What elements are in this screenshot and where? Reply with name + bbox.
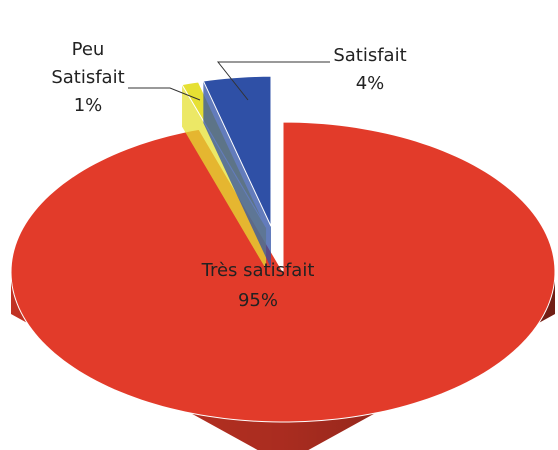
leader-line — [216, 61, 330, 101]
leader-line — [128, 87, 201, 101]
slice-face — [203, 80, 271, 269]
slice-value-label: 4% — [355, 73, 385, 94]
slice-face — [182, 84, 267, 270]
slice-top — [202, 75, 272, 227]
slice-value-label: 95% — [237, 290, 278, 311]
slice-top — [10, 121, 556, 423]
slice — [202, 75, 272, 269]
slice-label: Très satisfait — [201, 260, 315, 281]
slice-label: Peu Satisfait — [51, 39, 125, 88]
slice-value-label: 1% — [73, 95, 103, 116]
slice-label: Satisfait — [333, 45, 407, 66]
slice — [10, 121, 556, 450]
